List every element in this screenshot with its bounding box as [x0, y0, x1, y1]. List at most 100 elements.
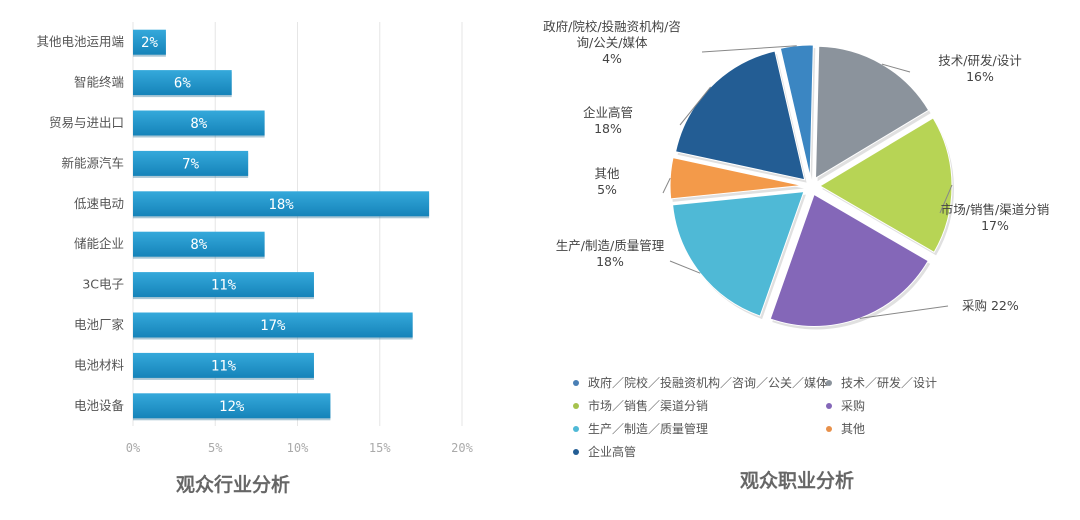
legend-label: 市场／销售／渠道分销	[588, 399, 709, 413]
legend-item: 采购	[826, 397, 865, 414]
leader-line	[939, 184, 953, 214]
legend-marker	[573, 402, 579, 409]
x-tick-label: 0%	[126, 441, 141, 455]
bar	[133, 312, 413, 338]
pie-slice-label: 政府/院校/投融资机构/咨询/公关/媒体 4%	[543, 19, 681, 66]
bar	[133, 272, 314, 298]
industry-chart-title: 观众行业分析	[176, 474, 291, 496]
bar	[133, 70, 232, 96]
bar-row: 储能企业 8%	[74, 231, 265, 259]
pie-slice-label-line: 16%	[966, 69, 994, 84]
legend-label: 技术／研发／设计	[841, 376, 938, 390]
legend-label: 企业高管	[588, 445, 637, 459]
pie-slice-label-line: 询/公关/媒体	[577, 35, 648, 50]
x-tick-label: 5%	[208, 441, 223, 455]
bar	[133, 393, 331, 419]
pie-slice-label: 企业高管 18%	[583, 105, 633, 136]
pie-slices	[669, 44, 954, 330]
legend-marker	[573, 448, 579, 455]
legend-label: 其他	[841, 422, 866, 436]
category-label: 低速电动	[74, 196, 124, 211]
occupation-pie-chart: 政府/院校/投融资机构/咨询/公关/媒体 4% 技术/研发/设计 16% 市场/销售/渠…	[543, 19, 1049, 330]
bar-value-label: 8%	[190, 237, 207, 253]
legend-item: 生产／制造／质量管理	[573, 420, 708, 437]
pie-slice	[779, 44, 814, 178]
bar-row: 智能终端 6%	[74, 70, 232, 98]
industry-bar-chart: 0% 5% 10% 15% 20% 其他电池运用端 2% 智能终端 6% 贸易与进出口 8% 新能源汽…	[36, 22, 474, 455]
leader-line	[701, 45, 797, 53]
pie-slice	[815, 45, 930, 180]
bar-row: 电池设备 12%	[74, 393, 331, 421]
x-tick-label: 10%	[287, 441, 309, 455]
bar	[133, 352, 314, 378]
pie-slice-label: 其他 5%	[594, 166, 620, 197]
category-label: 贸易与进出口	[49, 115, 124, 130]
pie-slice-label: 采购 22%	[962, 298, 1019, 313]
bar-row: 3C电子 11%	[82, 272, 314, 300]
legend-marker	[826, 379, 832, 386]
pie-slice-label-line: 18%	[594, 121, 622, 136]
bar-value-label: 17%	[260, 318, 286, 334]
category-label: 电池厂家	[74, 317, 125, 332]
pie-slice-label: 市场/销售/渠道分销 17%	[941, 202, 1049, 233]
x-tick-label: 20%	[451, 441, 473, 455]
pie-slice-label-line: 生产/制造/质量管理	[556, 238, 665, 253]
legend-label: 采购	[841, 399, 866, 413]
bar-value-label: 12%	[219, 399, 245, 415]
bar	[133, 110, 265, 136]
leader-line	[881, 63, 911, 73]
category-label: 智能终端	[74, 75, 124, 90]
bar-value-label: 11%	[211, 278, 237, 294]
leader-line	[662, 177, 671, 194]
pie-slice-label-line: 市场/销售/渠道分销	[941, 202, 1049, 217]
bar-value-label: 2%	[141, 35, 158, 51]
leader-line	[679, 86, 711, 126]
legend-marker	[573, 379, 579, 386]
pie-slice-label-line: 17%	[981, 218, 1009, 233]
pie-slice	[669, 157, 803, 200]
bar-row: 低速电动 18%	[74, 191, 430, 219]
category-label: 其他电池运用端	[36, 34, 124, 49]
bar	[133, 191, 430, 217]
industry-bar-chart-panel: 0% 5% 10% 15% 20% 其他电池运用端 2% 智能终端 6% 贸易与进出口 8% 新能源汽…	[0, 0, 500, 520]
leader-line	[669, 260, 701, 274]
pie-slice	[769, 193, 929, 327]
bar-value-label: 18%	[268, 197, 294, 213]
bar	[133, 231, 265, 257]
legend-item: 其他	[826, 420, 865, 437]
leader-line	[859, 305, 949, 319]
x-tick-label: 15%	[369, 441, 391, 455]
pie-slice-label-line: 5%	[597, 182, 617, 197]
bar-row: 新能源汽车 7%	[61, 150, 249, 178]
bar-value-label: 6%	[174, 76, 191, 92]
bar-row: 其他电池运用端 2%	[36, 29, 166, 57]
pie-slice-label-line: 采购 22%	[962, 298, 1019, 313]
pie-slice-label: 技术/研发/设计 16%	[938, 53, 1021, 84]
occupation-pie-chart-panel: 政府/院校/投融资机构/咨询/公关/媒体 4% 技术/研发/设计 16% 市场/销售/渠…	[500, 0, 1080, 520]
pie-slice-label-line: 企业高管	[583, 105, 633, 120]
legend-label: 生产／制造／质量管理	[588, 422, 709, 436]
category-label: 储能企业	[74, 236, 124, 251]
bar	[133, 29, 166, 55]
legend-label: 政府／院校／投融资机构／咨询／公关／媒体	[588, 376, 829, 390]
legend-item: 市场／销售／渠道分销	[573, 397, 708, 414]
legend-item: 技术／研发／设计	[826, 374, 937, 391]
occupation-chart-title: 观众职业分析	[740, 470, 855, 492]
bar	[133, 150, 249, 176]
pie-slice-label: 生产/制造/质量管理 18%	[556, 238, 665, 269]
category-label: 新能源汽车	[61, 155, 124, 170]
pie-slice-label-line: 技术/研发/设计	[938, 53, 1021, 68]
category-label: 3C电子	[82, 277, 124, 292]
bar-value-label: 11%	[211, 358, 237, 374]
bar-row: 电池厂家 17%	[74, 312, 413, 340]
legend-marker	[826, 402, 832, 409]
bar-value-label: 7%	[182, 156, 199, 172]
legend-item: 企业高管	[573, 443, 636, 460]
pie-slice-label-line: 4%	[602, 51, 622, 66]
pie-slice-label-line: 政府/院校/投融资机构/咨	[543, 19, 681, 34]
bar-row: 贸易与进出口 8%	[49, 110, 265, 138]
category-label: 电池设备	[74, 398, 125, 413]
category-label: 电池材料	[74, 357, 125, 372]
legend-item: 政府／院校／投融资机构／咨询／公关／媒体	[573, 374, 828, 391]
legend-marker	[826, 425, 832, 432]
